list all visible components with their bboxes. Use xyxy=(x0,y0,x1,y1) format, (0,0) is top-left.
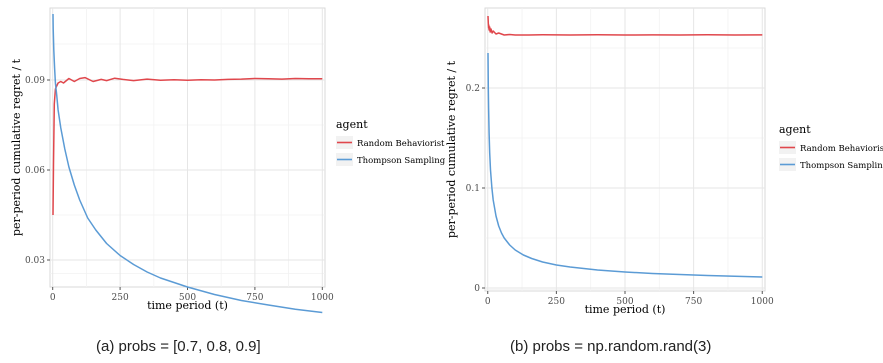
y-tick-label: 0.1 xyxy=(466,184,480,194)
x-tick-label: 0 xyxy=(50,293,56,303)
y-axis-title: per-period cumulative regret / t xyxy=(445,60,458,238)
y-axis-title: per-period cumulative regret / t xyxy=(10,58,23,236)
chart-a: 0 250 500 750 1000 0.03 0.06 0.09 time period (t… xyxy=(10,7,446,314)
y-tick-label: 0.06 xyxy=(25,166,45,176)
y-tick-label: 0.09 xyxy=(25,76,45,86)
caption-b: (b) probs = np.random.rand(3) xyxy=(510,338,712,355)
series-line-thompson-sampling xyxy=(52,13,323,314)
x-axis-title: time period (t) xyxy=(585,303,666,316)
series-line-random-behaviorist xyxy=(487,15,763,36)
y-tick-label: 0.2 xyxy=(466,84,480,94)
legend-label: Random Behaviorist xyxy=(800,144,883,154)
y-tick-label: 0 xyxy=(474,284,480,294)
legend-title: agent xyxy=(336,118,368,131)
x-tick-label: 500 xyxy=(179,293,196,303)
legend-label: Thompson Sampling xyxy=(800,161,883,171)
legend-title: agent xyxy=(779,123,811,136)
chart-b: 0 250 500 750 1000 0 0.1 0.2 time period (t) per-… xyxy=(445,7,883,316)
series-line-random-behaviorist xyxy=(52,76,323,216)
x-tick-label: 750 xyxy=(246,293,263,303)
x-tick-label: 750 xyxy=(685,297,702,307)
x-tick-label: 500 xyxy=(616,297,633,307)
x-tick-label: 250 xyxy=(548,297,565,307)
legend-label: Random Behaviorist xyxy=(357,139,445,149)
caption-a: (a) probs = [0.7, 0.8, 0.9] xyxy=(96,338,261,355)
x-tick-label: 0 xyxy=(485,297,491,307)
x-axis-title: time period (t) xyxy=(147,299,228,312)
x-tick-label: 1000 xyxy=(311,293,334,303)
x-tick-label: 1000 xyxy=(751,297,774,307)
series-line-thompson-sampling xyxy=(487,52,763,278)
y-tick-label: 0.03 xyxy=(25,256,45,266)
legend-label: Thompson Sampling xyxy=(357,156,446,166)
x-tick-label: 250 xyxy=(112,293,129,303)
